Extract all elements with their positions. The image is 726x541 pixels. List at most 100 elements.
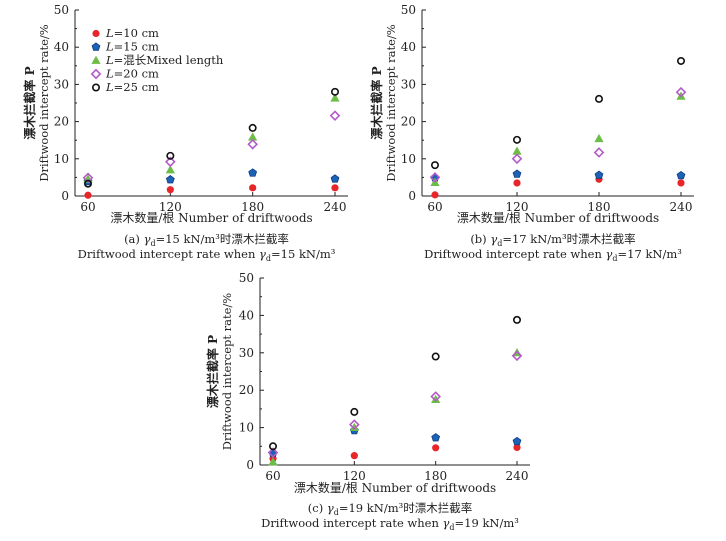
data-point — [512, 146, 522, 155]
data-point — [512, 135, 521, 144]
caption-line-1: (a) γd=15 kN/m³时漂木拦截率 — [124, 232, 289, 248]
caption-rest: =19 kN/m³时漂木拦截率 — [339, 501, 472, 515]
data-point — [249, 184, 257, 192]
caption-gamma: γ — [144, 232, 151, 246]
series-1 — [83, 168, 340, 186]
caption-sub: d — [266, 254, 271, 263]
caption-sub: d — [497, 239, 502, 248]
data-point — [349, 422, 359, 431]
data-point — [512, 436, 522, 446]
data-point — [349, 419, 360, 430]
series-1 — [268, 425, 522, 458]
y-axis-label-cn: 漂木拦截率 P — [369, 66, 384, 139]
data-point — [431, 394, 441, 403]
data-point — [431, 352, 440, 361]
y-axis-label-en: Driftwood intercept rate/% — [220, 293, 234, 451]
data-point — [511, 153, 523, 165]
data-point — [677, 179, 685, 187]
data-point — [512, 315, 521, 324]
data-point — [432, 444, 440, 452]
data-point — [330, 87, 339, 96]
x-tick-label: 180 — [588, 200, 611, 214]
series-3 — [267, 350, 523, 458]
caption-prefix: Driftwood intercept rate when — [261, 516, 442, 530]
caption-gamma: γ — [606, 247, 613, 261]
data-point — [165, 175, 175, 184]
caption-gamma: γ — [490, 232, 497, 246]
data-point — [429, 172, 441, 183]
caption-prefix: Driftwood intercept rate when — [424, 247, 605, 261]
data-point — [248, 123, 257, 132]
data-point — [593, 147, 605, 158]
series-0 — [84, 184, 339, 199]
data-point — [430, 161, 439, 170]
legend-marker — [92, 83, 101, 92]
y-axis-label-en: Driftwood intercept rate/% — [37, 24, 51, 182]
data-point — [329, 110, 341, 121]
x-tick-label: 240 — [506, 469, 529, 483]
y-tick-label: 40 — [401, 40, 416, 54]
y-tick-label: 10 — [239, 421, 254, 435]
data-point — [268, 442, 277, 451]
legend-label: L=15 cm — [105, 40, 159, 54]
data-point — [350, 407, 359, 416]
caption-prefix: (a) — [124, 232, 144, 246]
data-point — [166, 186, 174, 194]
x-tick-label: 60 — [427, 200, 442, 214]
legend-marker — [91, 42, 101, 51]
caption-sub: d — [150, 239, 155, 248]
data-point — [248, 168, 258, 177]
legend-label: L=20 cm — [105, 67, 159, 81]
data-point — [331, 184, 339, 192]
data-point — [84, 191, 92, 199]
series-2 — [430, 91, 686, 187]
y-tick-label: 30 — [239, 346, 254, 360]
legend-label: L=10 cm — [105, 26, 159, 40]
y-tick-label: 50 — [54, 3, 69, 17]
caption-rest: =17 kN/m³时漂木拦截率 — [502, 232, 635, 246]
caption-line-2: Driftwood intercept rate when γd=19 kN/m… — [261, 516, 519, 532]
x-tick-label: 240 — [324, 200, 347, 214]
y-axis-label-cn: 漂木拦截率 P — [205, 335, 220, 408]
x-axis-label: 漂木数量/根 Number of driftwoods — [457, 210, 659, 225]
data-point — [676, 56, 685, 65]
legend-marker — [91, 55, 101, 64]
data-point — [248, 132, 258, 141]
y-tick-label: 10 — [401, 152, 416, 166]
legend-marker — [90, 68, 102, 80]
data-point — [431, 433, 441, 442]
series-0 — [431, 175, 685, 199]
legend-marker — [92, 29, 100, 38]
data-point — [513, 179, 521, 187]
data-point — [350, 452, 358, 460]
legend-label: L=25 cm — [105, 80, 159, 94]
data-point — [511, 350, 523, 362]
series-0 — [269, 443, 521, 463]
chart-panel-c: 0 10 20 30 40 50 60 120 180 240 漂木数量/根 Number of d… — [205, 271, 530, 532]
data-point — [675, 86, 687, 98]
x-tick-label: 120 — [343, 469, 366, 483]
chart-panel-a: 0 10 20 30 40 50 60 120 180 240 漂木数量/根 Number of d… — [22, 3, 348, 263]
data-point — [84, 179, 93, 188]
data-point — [268, 457, 278, 466]
caption-rest: =17 kN/m³ — [618, 247, 683, 261]
x-tick-label: 60 — [80, 200, 95, 214]
y-tick-label: 50 — [401, 3, 416, 17]
caption-gamma: γ — [443, 516, 450, 530]
x-tick-label: 120 — [159, 200, 182, 214]
data-point — [330, 174, 340, 183]
y-tick-label: 10 — [54, 152, 69, 166]
y-tick-label: 20 — [239, 383, 254, 397]
y-tick-label: 30 — [401, 77, 416, 91]
caption-line-1: (c) γd=19 kN/m³时漂木拦截率 — [308, 501, 472, 517]
data-point — [166, 151, 175, 160]
caption-gamma: γ — [327, 501, 334, 515]
series-3 — [429, 86, 687, 183]
series-3 — [82, 110, 341, 184]
series-4 — [84, 87, 339, 188]
y-tick-label: 40 — [239, 308, 254, 322]
data-point — [594, 170, 604, 179]
caption-prefix: (c) — [308, 501, 327, 515]
